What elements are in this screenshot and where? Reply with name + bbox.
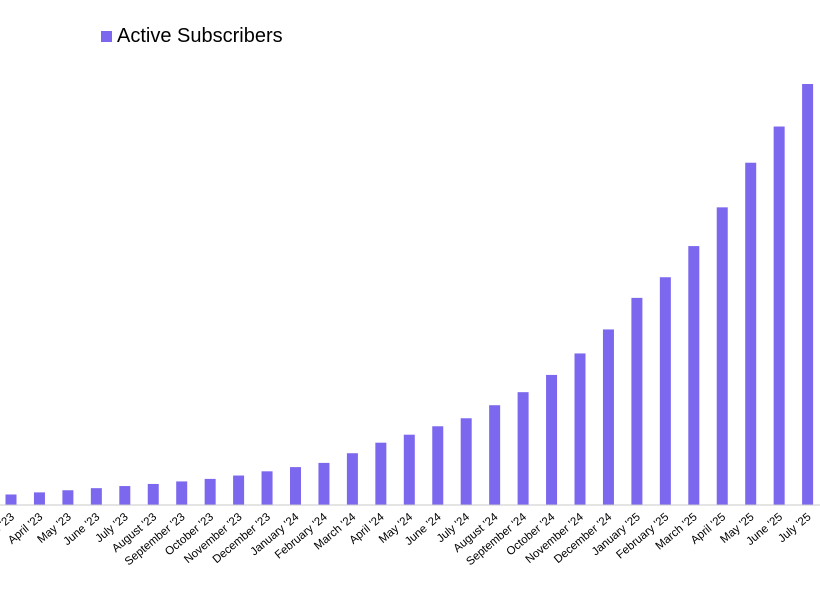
bar-0: [5, 494, 17, 506]
bar-5: [147, 483, 159, 505]
bar-14: [403, 434, 415, 505]
bar-23: [659, 277, 671, 505]
bar-28: [802, 84, 814, 505]
bar-7: [204, 478, 216, 505]
bar-17: [489, 405, 501, 505]
bar-18: [517, 392, 529, 505]
bar-4: [119, 486, 131, 506]
bar-9: [261, 471, 273, 505]
bar-12: [346, 453, 358, 505]
legend-label-active-subscribers: Active Subscribers: [117, 25, 283, 47]
bar-1: [33, 492, 45, 505]
bar-25: [716, 207, 728, 505]
x-tick-label: July '25: [776, 511, 813, 545]
legend: Active Subscribers: [101, 25, 283, 48]
bar-3: [90, 488, 102, 505]
bar-15: [432, 426, 444, 505]
bar-21: [602, 329, 614, 505]
bars-group: [5, 84, 814, 506]
bar-13: [375, 442, 387, 505]
bar-6: [176, 481, 188, 505]
bar-16: [460, 418, 472, 505]
bar-2: [62, 490, 74, 505]
bar-20: [574, 353, 586, 505]
bar-24: [688, 246, 700, 505]
bar-8: [233, 475, 245, 505]
legend-swatch: [101, 31, 112, 42]
bar-10: [290, 467, 301, 505]
bar-26: [745, 162, 757, 506]
bar-22: [631, 297, 643, 505]
bar-11: [318, 462, 330, 505]
bar-19: [546, 374, 558, 505]
bar-27: [773, 126, 785, 506]
